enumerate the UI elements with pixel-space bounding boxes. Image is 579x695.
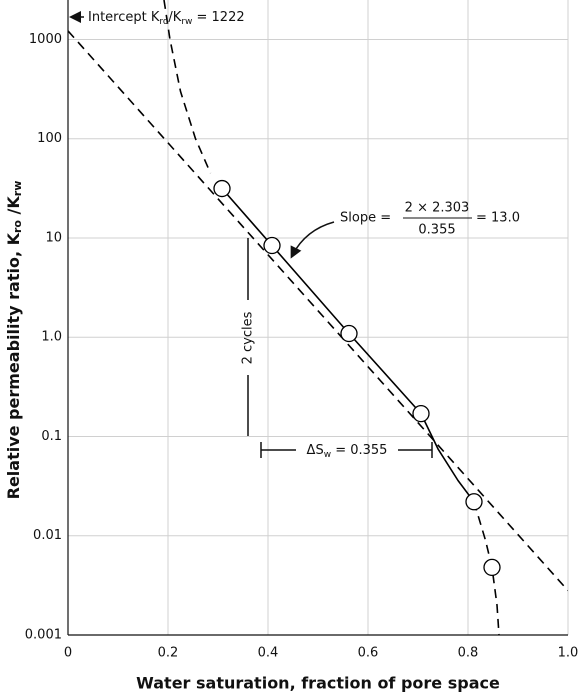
slope-numerator: 2 × 2.303 xyxy=(405,201,470,216)
y-tick-label: 0.01 xyxy=(33,528,62,543)
slope-result: = 13.0 xyxy=(476,211,520,226)
intercept-annotation: Intercept Kro/Krw = 1222 xyxy=(88,10,245,27)
series-line xyxy=(68,30,568,592)
slope-denominator: 0.355 xyxy=(418,223,455,238)
data-point xyxy=(465,493,483,511)
series-line xyxy=(163,0,212,174)
x-tick-label: 0 xyxy=(64,646,72,661)
x-tick-label: 0.8 xyxy=(458,646,479,661)
x-label: Water saturation, fraction of pore space xyxy=(136,674,500,693)
y-tick-label: 10 xyxy=(45,230,62,245)
grid xyxy=(67,0,569,636)
points xyxy=(213,179,501,577)
x-tick-label: 0.4 xyxy=(258,646,279,661)
x-tick-label: 0.6 xyxy=(358,646,379,661)
slope-arrow xyxy=(290,221,335,259)
data-point xyxy=(483,558,501,577)
data-point xyxy=(340,324,358,343)
delta-annotation: ΔSw = 0.355 xyxy=(307,443,388,460)
y-tick-label: 1.0 xyxy=(41,330,62,345)
lines xyxy=(68,0,568,635)
data-point xyxy=(412,404,430,423)
x-tick-label: 0.2 xyxy=(158,646,179,661)
y-tick-label: 0.1 xyxy=(41,429,62,444)
cycles-annotation: 2 cycles xyxy=(241,311,256,364)
x-tick-label: 1.0 xyxy=(558,646,579,661)
y-tick-label: 1000 xyxy=(29,32,62,47)
y-tick-label: 100 xyxy=(37,131,62,146)
y-label: Relative permeability ratio, Kro /Krw xyxy=(4,181,25,500)
data-point xyxy=(263,236,281,255)
data-point xyxy=(213,179,231,198)
slope-lead: Slope = xyxy=(340,211,391,226)
y-tick-label: 0.001 xyxy=(25,628,62,643)
